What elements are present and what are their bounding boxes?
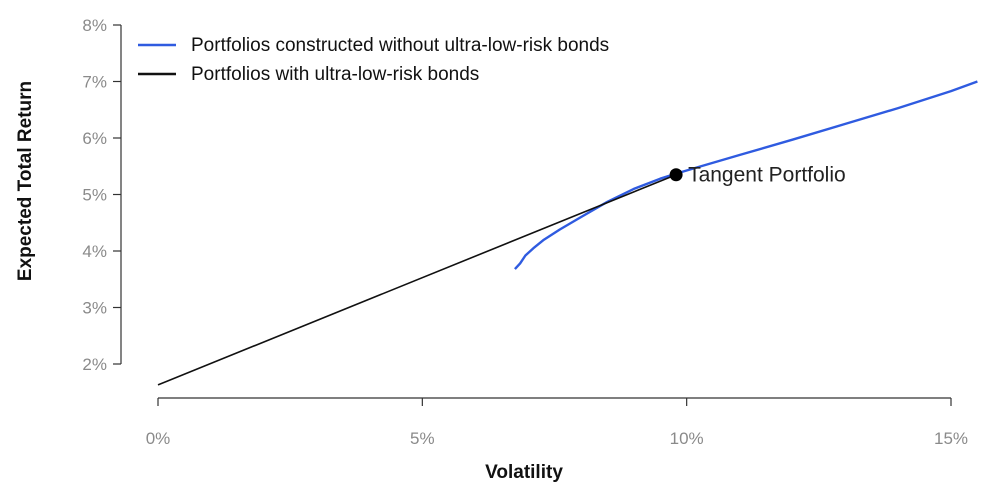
y-tick-label: 5%	[82, 186, 107, 205]
y-axis-title: Expected Total Return	[15, 81, 36, 281]
x-tick-label: 5%	[410, 429, 435, 448]
legend-label: Portfolios constructed without ultra-low…	[191, 35, 609, 56]
y-tick-label: 8%	[82, 16, 107, 35]
x-tick-label: 15%	[934, 429, 968, 448]
tangent-portfolio-marker	[669, 168, 683, 182]
annotation-layer: Tangent Portfolio	[669, 164, 846, 187]
y-tick-label: 6%	[82, 129, 107, 148]
axes: 2% 3% 4% 5% 6% 7% 8% 0% 5% 10% 15%	[82, 16, 968, 448]
y-tick-label: 3%	[82, 299, 107, 318]
x-tick-label: 0%	[146, 429, 171, 448]
tangent-portfolio-label: Tangent Portfolio	[688, 164, 846, 187]
series-line-without-bonds	[514, 80, 978, 270]
y-tick-label: 7%	[82, 73, 107, 92]
series-layer	[157, 80, 978, 386]
x-tick-label: 10%	[670, 429, 704, 448]
legend: Portfolios constructed without ultra-low…	[138, 35, 609, 85]
x-axis-title: Volatility	[485, 462, 563, 483]
y-tick-label: 2%	[82, 355, 107, 374]
series-line-with-bonds	[157, 173, 677, 386]
legend-label: Portfolios with ultra-low-risk bonds	[191, 64, 479, 85]
y-tick-label: 4%	[82, 242, 107, 261]
